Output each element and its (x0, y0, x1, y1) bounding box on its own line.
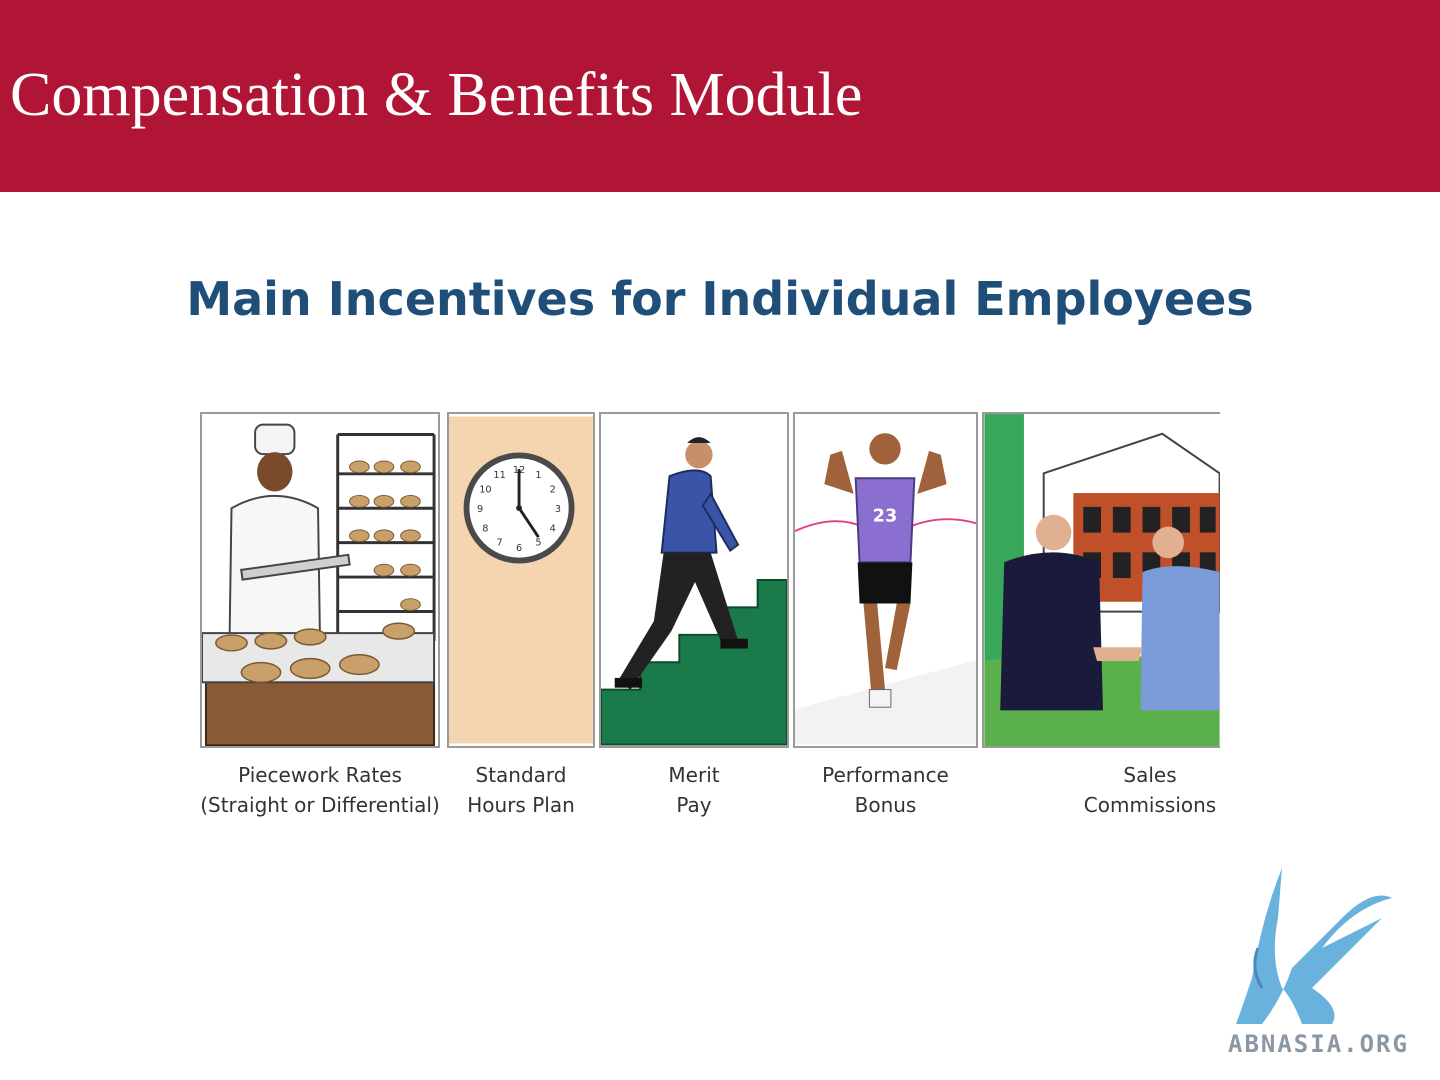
clock-numeral: 3 (555, 504, 561, 515)
clock-numeral: 7 (497, 538, 503, 549)
logo-text: ABNASIA.ORG (1228, 1030, 1409, 1058)
caption-line: Commissions (1083, 793, 1217, 817)
caption-line: Hours Plan (467, 793, 575, 817)
slide-title: Compensation & Benefits Module (10, 61, 863, 129)
caption-sales-commissions: Sales Commissions (1078, 760, 1222, 820)
caption-merit-pay: Merit Pay (599, 760, 789, 820)
clock-numeral: 6 (516, 543, 522, 554)
caption-line: Bonus (854, 793, 917, 817)
clock-numeral: 5 (535, 538, 541, 549)
clock-numeral: 9 (477, 504, 483, 515)
clock-numeral: 11 (493, 470, 505, 481)
clock-numeral: 8 (482, 523, 488, 534)
header-bar (0, 0, 1440, 192)
clock-numeral: 1 (535, 470, 541, 481)
clock-numeral: 10 (479, 484, 491, 495)
caption-line: Standard (475, 763, 567, 787)
caption-line: Pay (676, 793, 712, 817)
illustration-piecework (200, 412, 440, 748)
caption-line: Merit (668, 763, 720, 787)
runner-bib-number: 23 (873, 506, 898, 526)
caption-standard-hours: Standard Hours Plan (447, 760, 595, 820)
caption-piecework: Piecework Rates (Straight or Differentia… (200, 760, 440, 820)
illustration-standard-hours: 121234567891011 (447, 412, 595, 748)
illustration-performance-bonus: 23 (793, 412, 978, 748)
illustration-merit-pay (599, 412, 789, 748)
caption-line: Performance (822, 763, 949, 787)
caption-line: (Straight or Differential) (200, 793, 440, 817)
section-subtitle: Main Incentives for Individual Employees (186, 272, 1254, 326)
caption-performance-bonus: Performance Bonus (793, 760, 978, 820)
clock-numeral: 2 (550, 484, 556, 495)
clock-numeral: 4 (550, 523, 556, 534)
illustration-sales-commissions (982, 412, 1220, 748)
caption-line: Piecework Rates (238, 763, 402, 787)
griffin-logo-icon (1222, 858, 1432, 1058)
caption-line: Sales (1123, 763, 1177, 787)
